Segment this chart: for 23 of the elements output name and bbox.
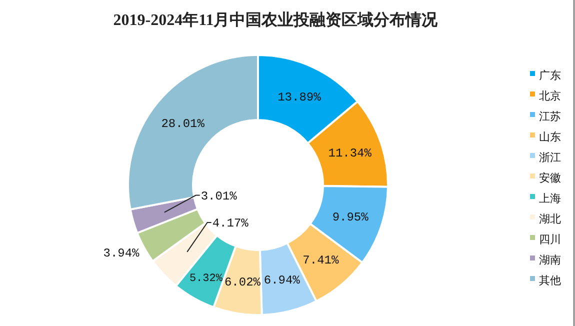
legend-label: 四川 [539,233,561,246]
chart-title: 2019-2024年11月中国农业投融资区域分布情况 [113,11,439,29]
legend-label: 江苏 [539,110,561,123]
data-label: 7.41% [302,254,340,268]
data-label: 9.95% [332,210,370,224]
data-label: 6.02% [224,275,262,290]
legend-label: 北京 [539,90,561,102]
legend-label: 湖南 [539,254,561,266]
legend-label: 湖北 [539,212,561,226]
legend-label: 上海 [539,192,561,205]
data-label: 11.34% [328,146,372,160]
data-label: 4.17% [212,216,250,230]
data-label: 6.94% [264,274,301,288]
data-label: 13.89% [278,90,322,105]
legend-label: 其他 [539,274,561,287]
legend-label: 山东 [539,130,561,144]
legend-label: 广东 [539,69,561,82]
data-label: 3.01% [200,189,238,204]
data-label: 3.94% [103,246,140,260]
data-label: 5.32% [189,272,223,285]
legend-label: 安徽 [539,172,561,184]
data-label: 28.01% [161,116,206,131]
legend-label: 浙江 [539,151,561,164]
